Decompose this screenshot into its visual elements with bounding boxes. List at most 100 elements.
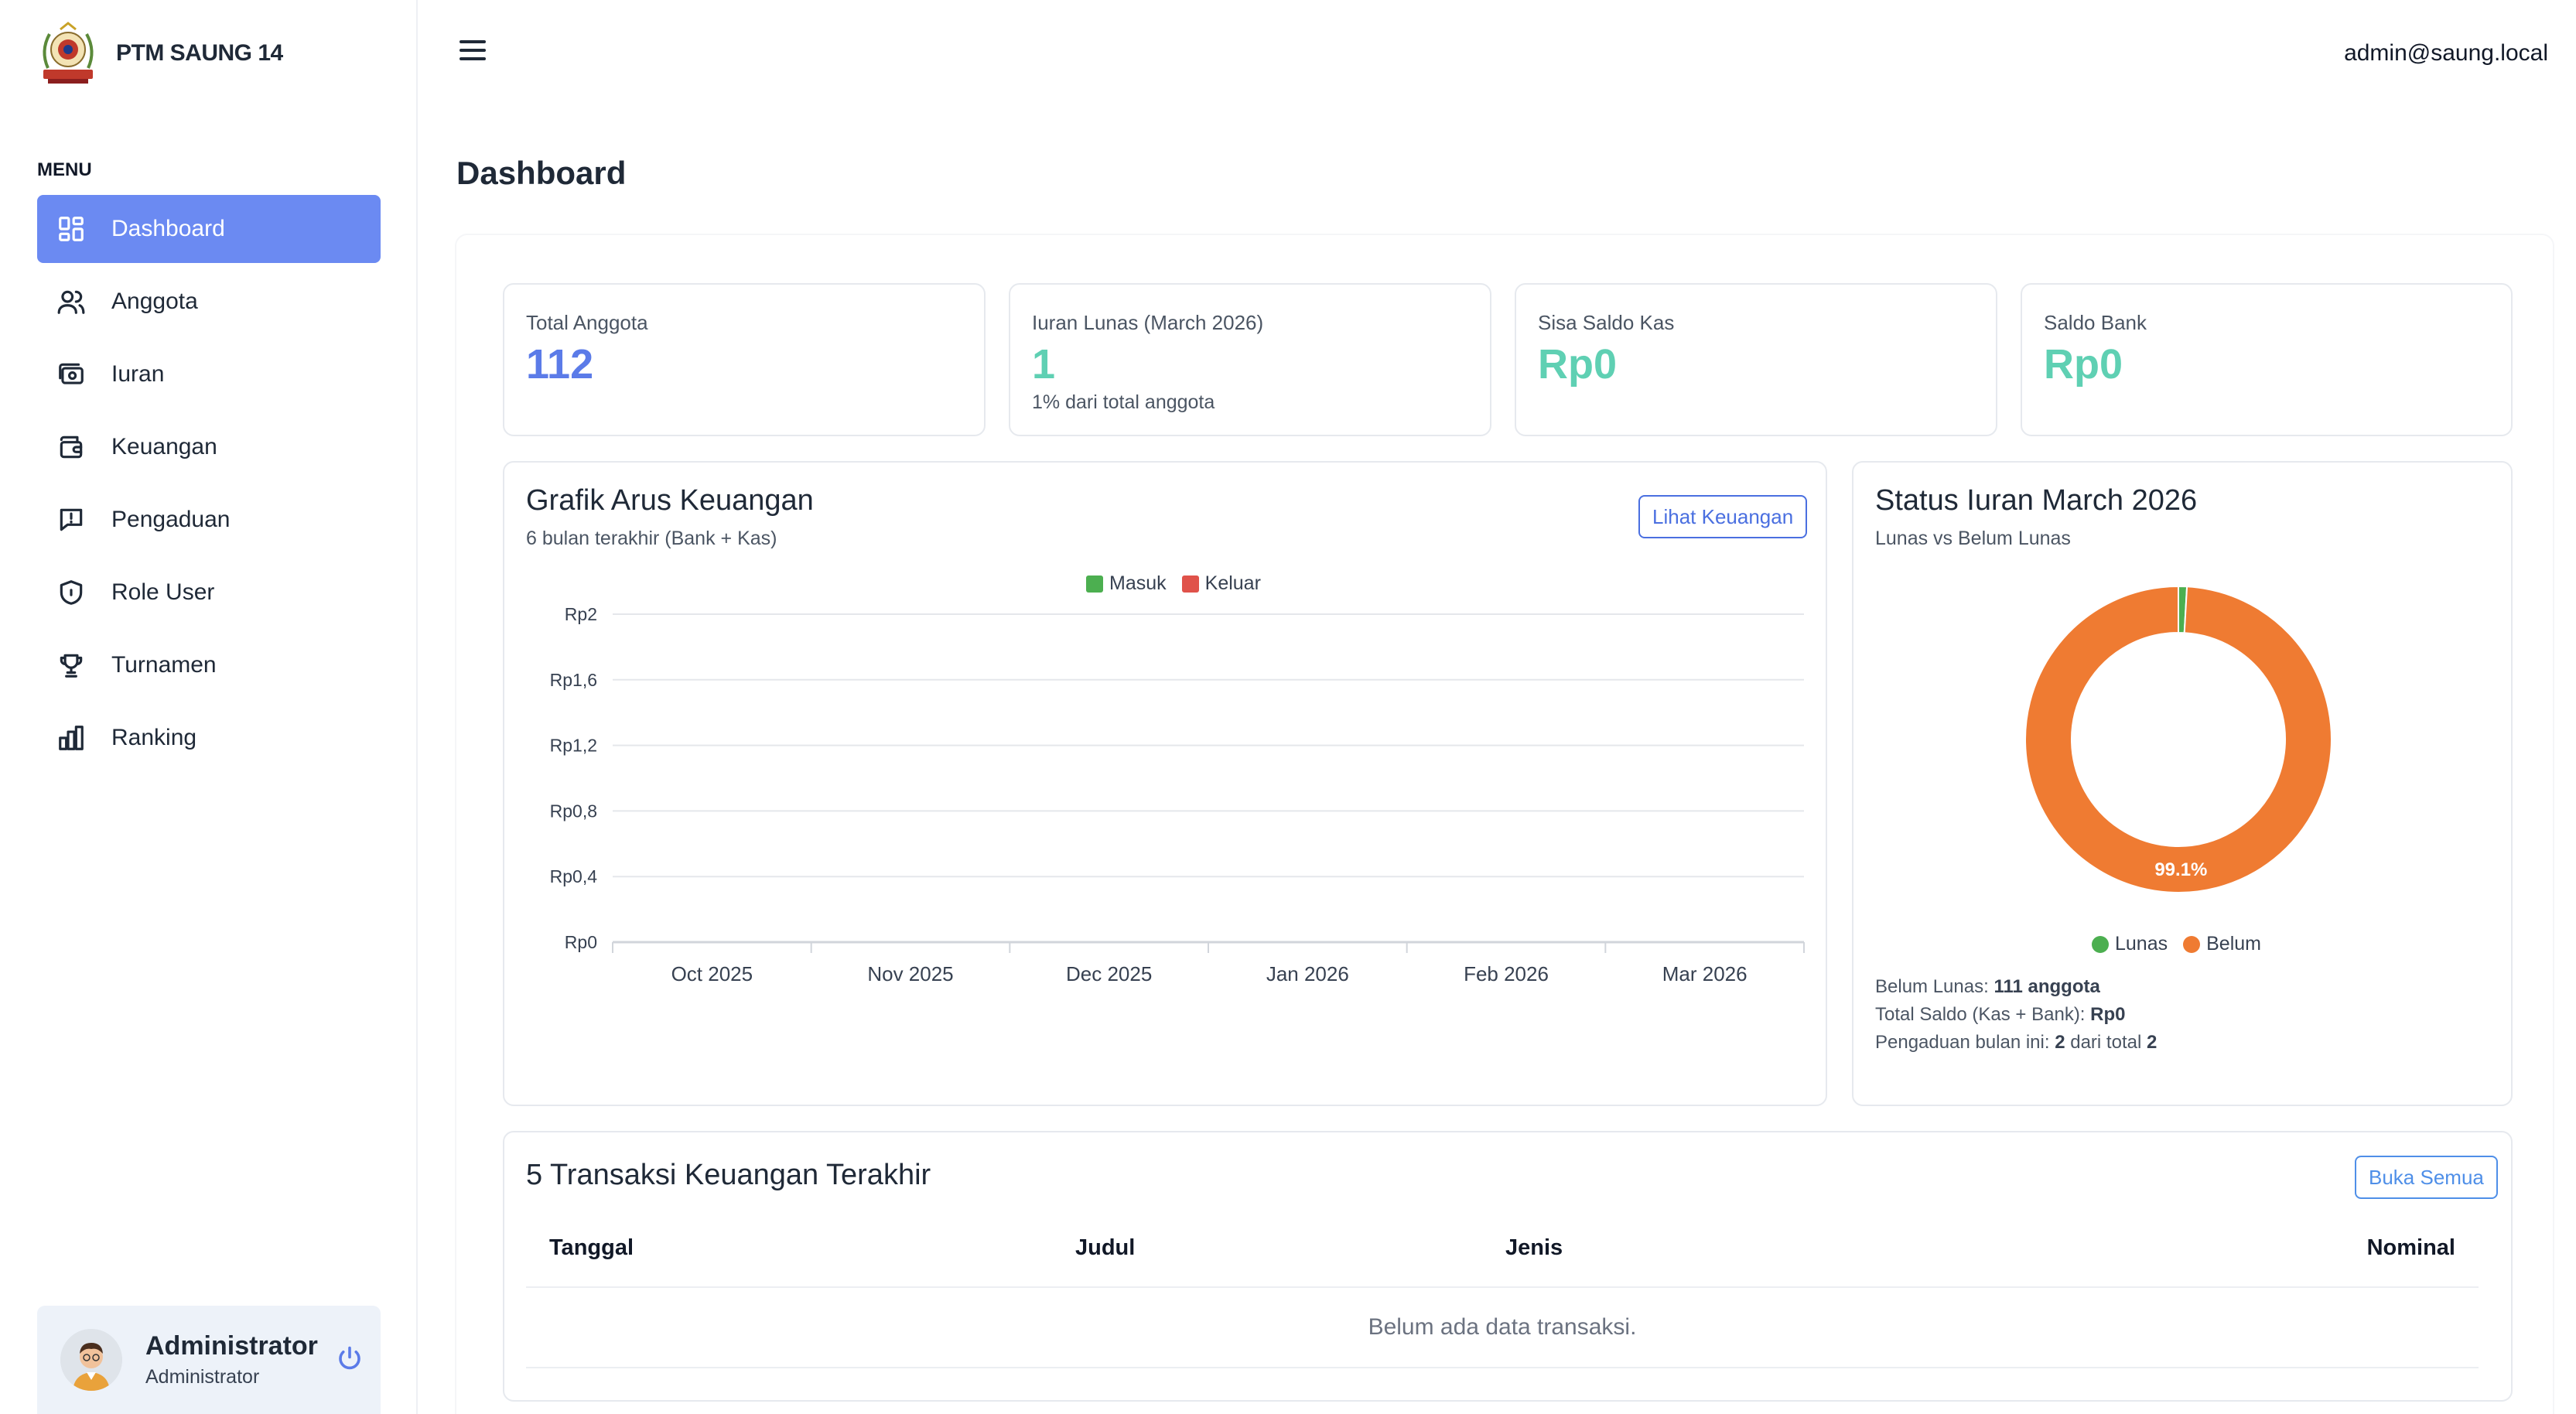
- trophy-icon: [54, 648, 88, 682]
- cashflow-legend: Masuk Keluar: [1086, 572, 1276, 595]
- stat-sub: 1% dari total anggota: [1032, 391, 1215, 413]
- legend-swatch: [1181, 575, 1199, 593]
- legend-item[interactable]: Lunas: [2092, 933, 2168, 955]
- status-iuran-card: Status Iuran March 2026 Lunas vs Belum L…: [1852, 461, 2513, 1106]
- stat-value: Rp0: [2044, 341, 2123, 388]
- transactions-card: 5 Transaksi Keuangan Terakhir Buka Semua…: [503, 1131, 2513, 1402]
- money-icon: [54, 357, 88, 391]
- legend-swatch: [2183, 935, 2201, 953]
- pengaduan-total: 2: [2146, 1032, 2157, 1053]
- cashflow-chart: Rp2 Rp1,6 Rp1,2 Rp0,8 Rp0,4 Rp0 Oct 2025 Nov 20…: [550, 604, 1805, 985]
- y-tick-label: Rp0,8: [550, 801, 597, 821]
- y-tick-label: Rp0: [565, 932, 597, 952]
- sidebar-item-anggota[interactable]: Anggota: [37, 268, 381, 336]
- message-alert-icon: [54, 503, 88, 537]
- user-role: Administrator: [145, 1366, 260, 1388]
- column-header-judul[interactable]: Judul: [1075, 1210, 1505, 1288]
- status-legend: Lunas Belum: [2092, 933, 2277, 955]
- stat-card-saldo-bank: Saldo Bank Rp0: [2021, 283, 2513, 436]
- user-name: Administrator: [145, 1331, 318, 1361]
- stat-label: Sisa Saldo Kas: [1538, 311, 1675, 334]
- avatar[interactable]: [60, 1329, 122, 1391]
- legend-item[interactable]: Belum: [2183, 933, 2261, 955]
- column-header-nominal[interactable]: Nominal: [2279, 1210, 2479, 1288]
- stat-card-iuran-lunas: Iuran Lunas (March 2026) 1 1% dari total…: [1009, 283, 1491, 436]
- sidebar-item-dashboard[interactable]: Dashboard: [37, 195, 381, 263]
- status-title: Status Iuran March 2026: [1875, 484, 2198, 517]
- dashboard-icon: [54, 212, 88, 246]
- y-tick-label: Rp2: [565, 604, 597, 624]
- sidebar-item-iuran[interactable]: Iuran: [37, 340, 381, 408]
- stat-label: Total Anggota: [526, 311, 648, 334]
- club-logo-icon: [43, 22, 94, 84]
- table-row: Belum ada data transaksi.: [526, 1287, 2479, 1368]
- sidebar-item-pengaduan[interactable]: Pengaduan: [37, 486, 381, 554]
- menu-heading: MENU: [37, 159, 92, 180]
- stat-card-saldo-kas: Sisa Saldo Kas Rp0: [1515, 283, 1997, 436]
- sidebar-item-label: Role User: [111, 579, 215, 605]
- sidebar-menu: Dashboard Anggota Iuran Keuangan Pengadu…: [37, 195, 381, 777]
- legend-label: Belum: [2206, 933, 2261, 955]
- legend-item[interactable]: Keluar: [1181, 572, 1261, 595]
- sidebar: PTM SAUNG 14 MENU Dashboard Anggota Iura…: [0, 0, 418, 1414]
- x-tick-label: Dec 2025: [1066, 962, 1152, 985]
- legend-label: Keluar: [1204, 572, 1261, 594]
- total-saldo-text: Total Saldo (Kas + Bank): Rp0: [1875, 1004, 2126, 1026]
- column-header-tanggal[interactable]: Tanggal: [526, 1210, 1075, 1288]
- bar-chart-icon: [54, 721, 88, 755]
- cashflow-title: Grafik Arus Keuangan: [526, 484, 814, 517]
- sidebar-item-turnamen[interactable]: Turnamen: [37, 631, 381, 699]
- sidebar-item-role-user[interactable]: Role User: [37, 558, 381, 627]
- sidebar-item-label: Turnamen: [111, 652, 217, 678]
- x-tick-label: Nov 2025: [867, 962, 953, 985]
- stat-card-total-anggota: Total Anggota 112: [503, 283, 986, 436]
- donut-slice-belum[interactable]: [2024, 585, 2332, 893]
- lihat-keuangan-button[interactable]: Lihat Keuangan: [1638, 495, 1808, 538]
- stat-value: 1: [1032, 341, 1056, 388]
- x-tick-label: Feb 2026: [1464, 962, 1549, 985]
- shield-icon: [54, 576, 88, 610]
- legend-item[interactable]: Masuk: [1086, 572, 1167, 595]
- stat-value: Rp0: [1538, 341, 1618, 388]
- brand-name: PTM SAUNG 14: [116, 40, 283, 66]
- sidebar-item-keuangan[interactable]: Keuangan: [37, 413, 381, 481]
- belum-lunas-label: Belum Lunas:: [1875, 976, 1989, 997]
- donut-data-label: 99.1%: [2154, 859, 2207, 880]
- transactions-table: Tanggal Judul Jenis Nominal Belum ada da…: [526, 1210, 2479, 1368]
- content-panel: Total Anggota 112 Iuran Lunas (March 202…: [456, 235, 2553, 1414]
- legend-swatch: [2092, 935, 2109, 953]
- user-info: Administrator Administrator: [145, 1331, 318, 1388]
- pengaduan-label: Pengaduan bulan ini:: [1875, 1032, 2050, 1053]
- belum-lunas-value: 111 anggota: [1993, 976, 2100, 997]
- column-header-jenis[interactable]: Jenis: [1505, 1210, 2279, 1288]
- sidebar-item-label: Dashboard: [111, 216, 225, 241]
- table-header-row: Tanggal Judul Jenis Nominal: [526, 1210, 2479, 1288]
- user-email[interactable]: admin@saung.local: [2344, 40, 2548, 66]
- sidebar-item-ranking[interactable]: Ranking: [37, 704, 381, 772]
- total-saldo-value: Rp0: [2090, 1004, 2126, 1025]
- stat-label: Saldo Bank: [2044, 311, 2147, 334]
- menu-toggle-button[interactable]: [460, 40, 492, 71]
- logout-button[interactable]: [336, 1344, 367, 1375]
- sidebar-item-label: Ranking: [111, 725, 197, 750]
- pengaduan-count: 2: [2055, 1032, 2065, 1053]
- status-donut-chart: 99.1%: [2024, 585, 2332, 893]
- y-tick-label: Rp1,2: [550, 736, 597, 756]
- wallet-icon: [54, 430, 88, 464]
- brand[interactable]: PTM SAUNG 14: [37, 20, 283, 87]
- y-tick-label: Rp0,4: [550, 866, 598, 886]
- sidebar-item-label: Iuran: [111, 361, 165, 387]
- total-saldo-label: Total Saldo (Kas + Bank):: [1875, 1004, 2086, 1025]
- sidebar-item-label: Anggota: [111, 289, 198, 314]
- sidebar-item-label: Keuangan: [111, 434, 217, 459]
- power-icon: [339, 1346, 360, 1370]
- users-icon: [54, 285, 88, 319]
- legend-label: Masuk: [1109, 572, 1167, 594]
- transactions-title: 5 Transaksi Keuangan Terakhir: [526, 1159, 931, 1191]
- belum-lunas-text: Belum Lunas: 111 anggota: [1875, 976, 2100, 998]
- buka-semua-button[interactable]: Buka Semua: [2355, 1156, 2498, 1199]
- legend-label: Lunas: [2115, 933, 2168, 955]
- cashflow-card: Grafik Arus Keuangan 6 bulan terakhir (B…: [503, 461, 1827, 1106]
- sidebar-item-label: Pengaduan: [111, 507, 231, 532]
- page-title: Dashboard: [456, 155, 627, 191]
